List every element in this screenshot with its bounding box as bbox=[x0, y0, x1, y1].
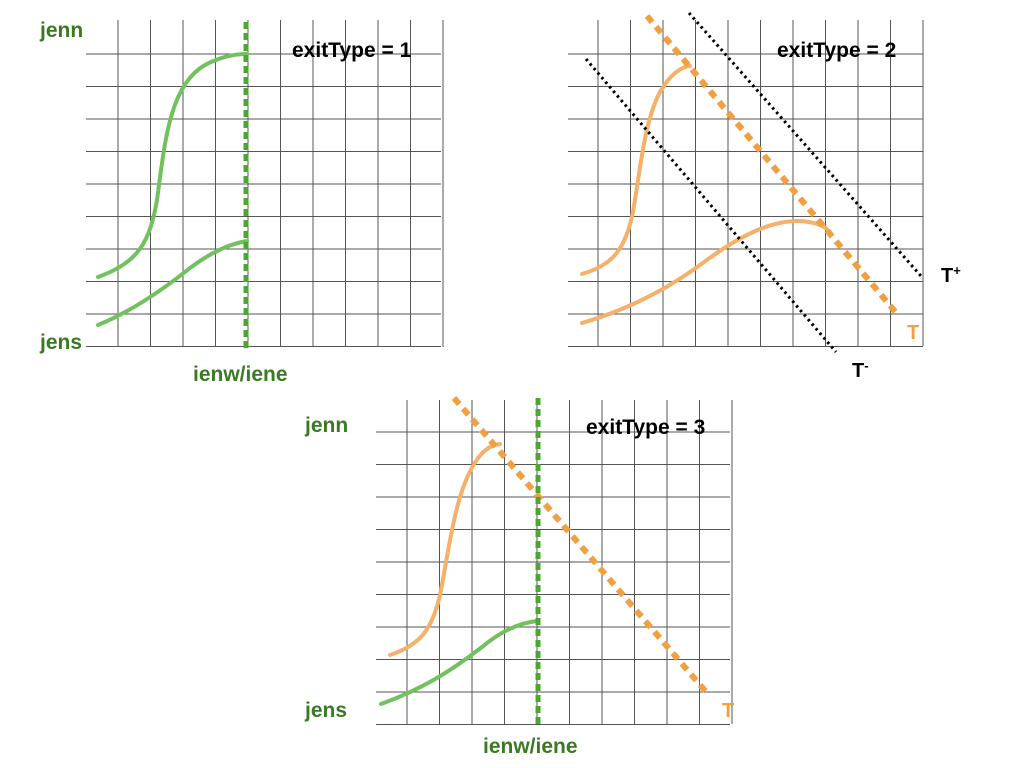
upper-green-curve bbox=[96, 52, 249, 279]
lower-orange-curve bbox=[580, 218, 829, 325]
t-minus-sup: - bbox=[864, 358, 868, 373]
y-top-label: jenn bbox=[304, 414, 348, 437]
t-plus-label: T+ bbox=[941, 263, 961, 287]
upper-orange-curve bbox=[388, 442, 502, 657]
t-minus-label: T- bbox=[852, 358, 869, 382]
x-axis-label: ienw/iene bbox=[193, 363, 288, 386]
t-minus-base: T bbox=[852, 360, 864, 382]
t-plus-base: T bbox=[941, 265, 953, 287]
y-bottom-label: jens bbox=[39, 331, 82, 354]
grid-panel-3 bbox=[376, 400, 733, 725]
panel-exittype-2: exitType = 2 T T+ T- bbox=[568, 12, 961, 382]
t-label: T bbox=[907, 322, 919, 344]
lower-green-curve bbox=[96, 239, 249, 327]
panel-exittype-1: exitType = 1 jenn jens ienw/iene bbox=[39, 19, 444, 386]
x-axis-label: ienw/iene bbox=[483, 735, 578, 758]
y-top-label: jenn bbox=[39, 19, 83, 42]
t-label: T bbox=[722, 700, 734, 722]
t-orange-dotted-line bbox=[644, 14, 901, 317]
upper-orange-curve bbox=[580, 64, 692, 276]
panel-exittype-3: exitType = 3 jenn jens ienw/iene T bbox=[304, 396, 734, 758]
t-plus-sup: + bbox=[953, 263, 961, 278]
panel-2-title: exitType = 2 bbox=[777, 39, 896, 62]
lower-green-curve bbox=[379, 619, 539, 706]
t-plus-black-dotted-line bbox=[687, 12, 923, 277]
t-orange-dotted-line bbox=[451, 396, 710, 695]
grid-panel-1 bbox=[86, 20, 444, 347]
t-minus-black-dotted-line bbox=[584, 58, 838, 353]
panel-1-title: exitType = 1 bbox=[292, 39, 412, 62]
grid-panel-2 bbox=[568, 20, 924, 347]
panel-3-title: exitType = 3 bbox=[586, 416, 705, 439]
y-bottom-label: jens bbox=[304, 699, 347, 722]
